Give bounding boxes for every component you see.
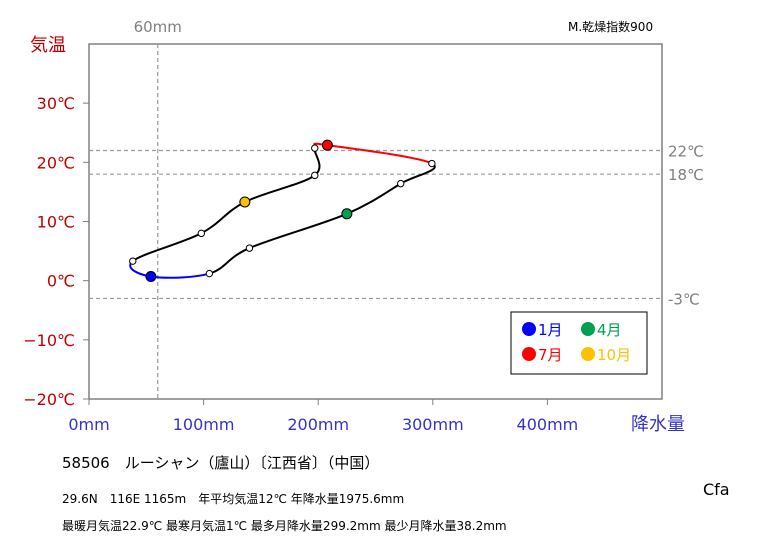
- y-tick-label: 10℃: [37, 213, 75, 232]
- month-point-12: [129, 257, 137, 265]
- curve-segment-month-4: [346, 182, 402, 215]
- month-point-2: [205, 269, 214, 278]
- month-point-9: [311, 171, 319, 180]
- month-point-10: [239, 196, 251, 208]
- legend-label-7: 7月: [538, 346, 563, 364]
- y-tick-label: −20℃: [23, 390, 75, 409]
- legend-marker-4: [581, 322, 595, 336]
- month-point-8: [311, 144, 319, 152]
- curve-segment-month-3: [249, 212, 348, 250]
- curve-segment-month-11: [132, 232, 202, 262]
- reference-label-temp: 18℃: [668, 166, 704, 184]
- legend-marker-10: [581, 347, 595, 361]
- aridity-index-label: M.乾燥指数900: [568, 19, 653, 34]
- x-tick-label: 100mm: [173, 415, 235, 434]
- month-point-4: [341, 208, 353, 220]
- legend-box: [510, 311, 648, 375]
- reference-label-temp: 22℃: [668, 143, 704, 161]
- reference-label-precip: 60mm: [134, 18, 182, 36]
- station-info-line2: 最暖月気温22.9℃ 最寒月気温1℃ 最多月降水量299.2mm 最少月降水量3…: [62, 519, 507, 533]
- x-tick-label: 0mm: [68, 415, 109, 434]
- x-tick-label: 400mm: [517, 415, 579, 434]
- station-header: 58506 ルーシャン（廬山）〔江西省〕（中国）: [62, 454, 380, 472]
- x-tick-label: 300mm: [402, 415, 464, 434]
- month-point-1: [145, 271, 157, 283]
- month-point-7: [321, 139, 333, 151]
- y-tick-label: 20℃: [37, 153, 75, 172]
- month-point-6: [428, 159, 436, 168]
- x-axis-title: 降水量: [631, 414, 685, 435]
- month-point-3: [245, 244, 254, 252]
- legend-label-10: 10月: [597, 346, 631, 364]
- curve-segment-month-6: [327, 144, 433, 165]
- reference-label-temp: -3℃: [668, 290, 700, 308]
- koppen-class: Cfa: [703, 480, 730, 499]
- legend-marker-7: [522, 347, 536, 361]
- x-tick-label: 200mm: [287, 415, 349, 434]
- y-axis-title: 気温: [30, 35, 66, 56]
- month-point-5: [397, 179, 405, 188]
- y-tick-label: −10℃: [23, 331, 75, 350]
- y-tick-label: 0℃: [47, 272, 75, 291]
- y-tick-label: 30℃: [37, 94, 75, 113]
- month-point-11: [197, 229, 206, 238]
- station-info-line1: 29.6N 116E 1165m 年平均気温12℃ 年降水量1975.6mm: [62, 492, 405, 506]
- legend-label-1: 1月: [538, 321, 563, 339]
- climograph-chart: 60mm 22℃ 18℃ -3℃ −20℃ −10℃ 0℃ 10℃ 20℃ 30℃ 0mm 100m…: [23, 18, 704, 435]
- legend-label-4: 4月: [597, 321, 622, 339]
- curve-segment-month-2: [208, 247, 250, 275]
- curve-segment-month-9: [244, 174, 316, 203]
- legend-marker-1: [522, 322, 536, 336]
